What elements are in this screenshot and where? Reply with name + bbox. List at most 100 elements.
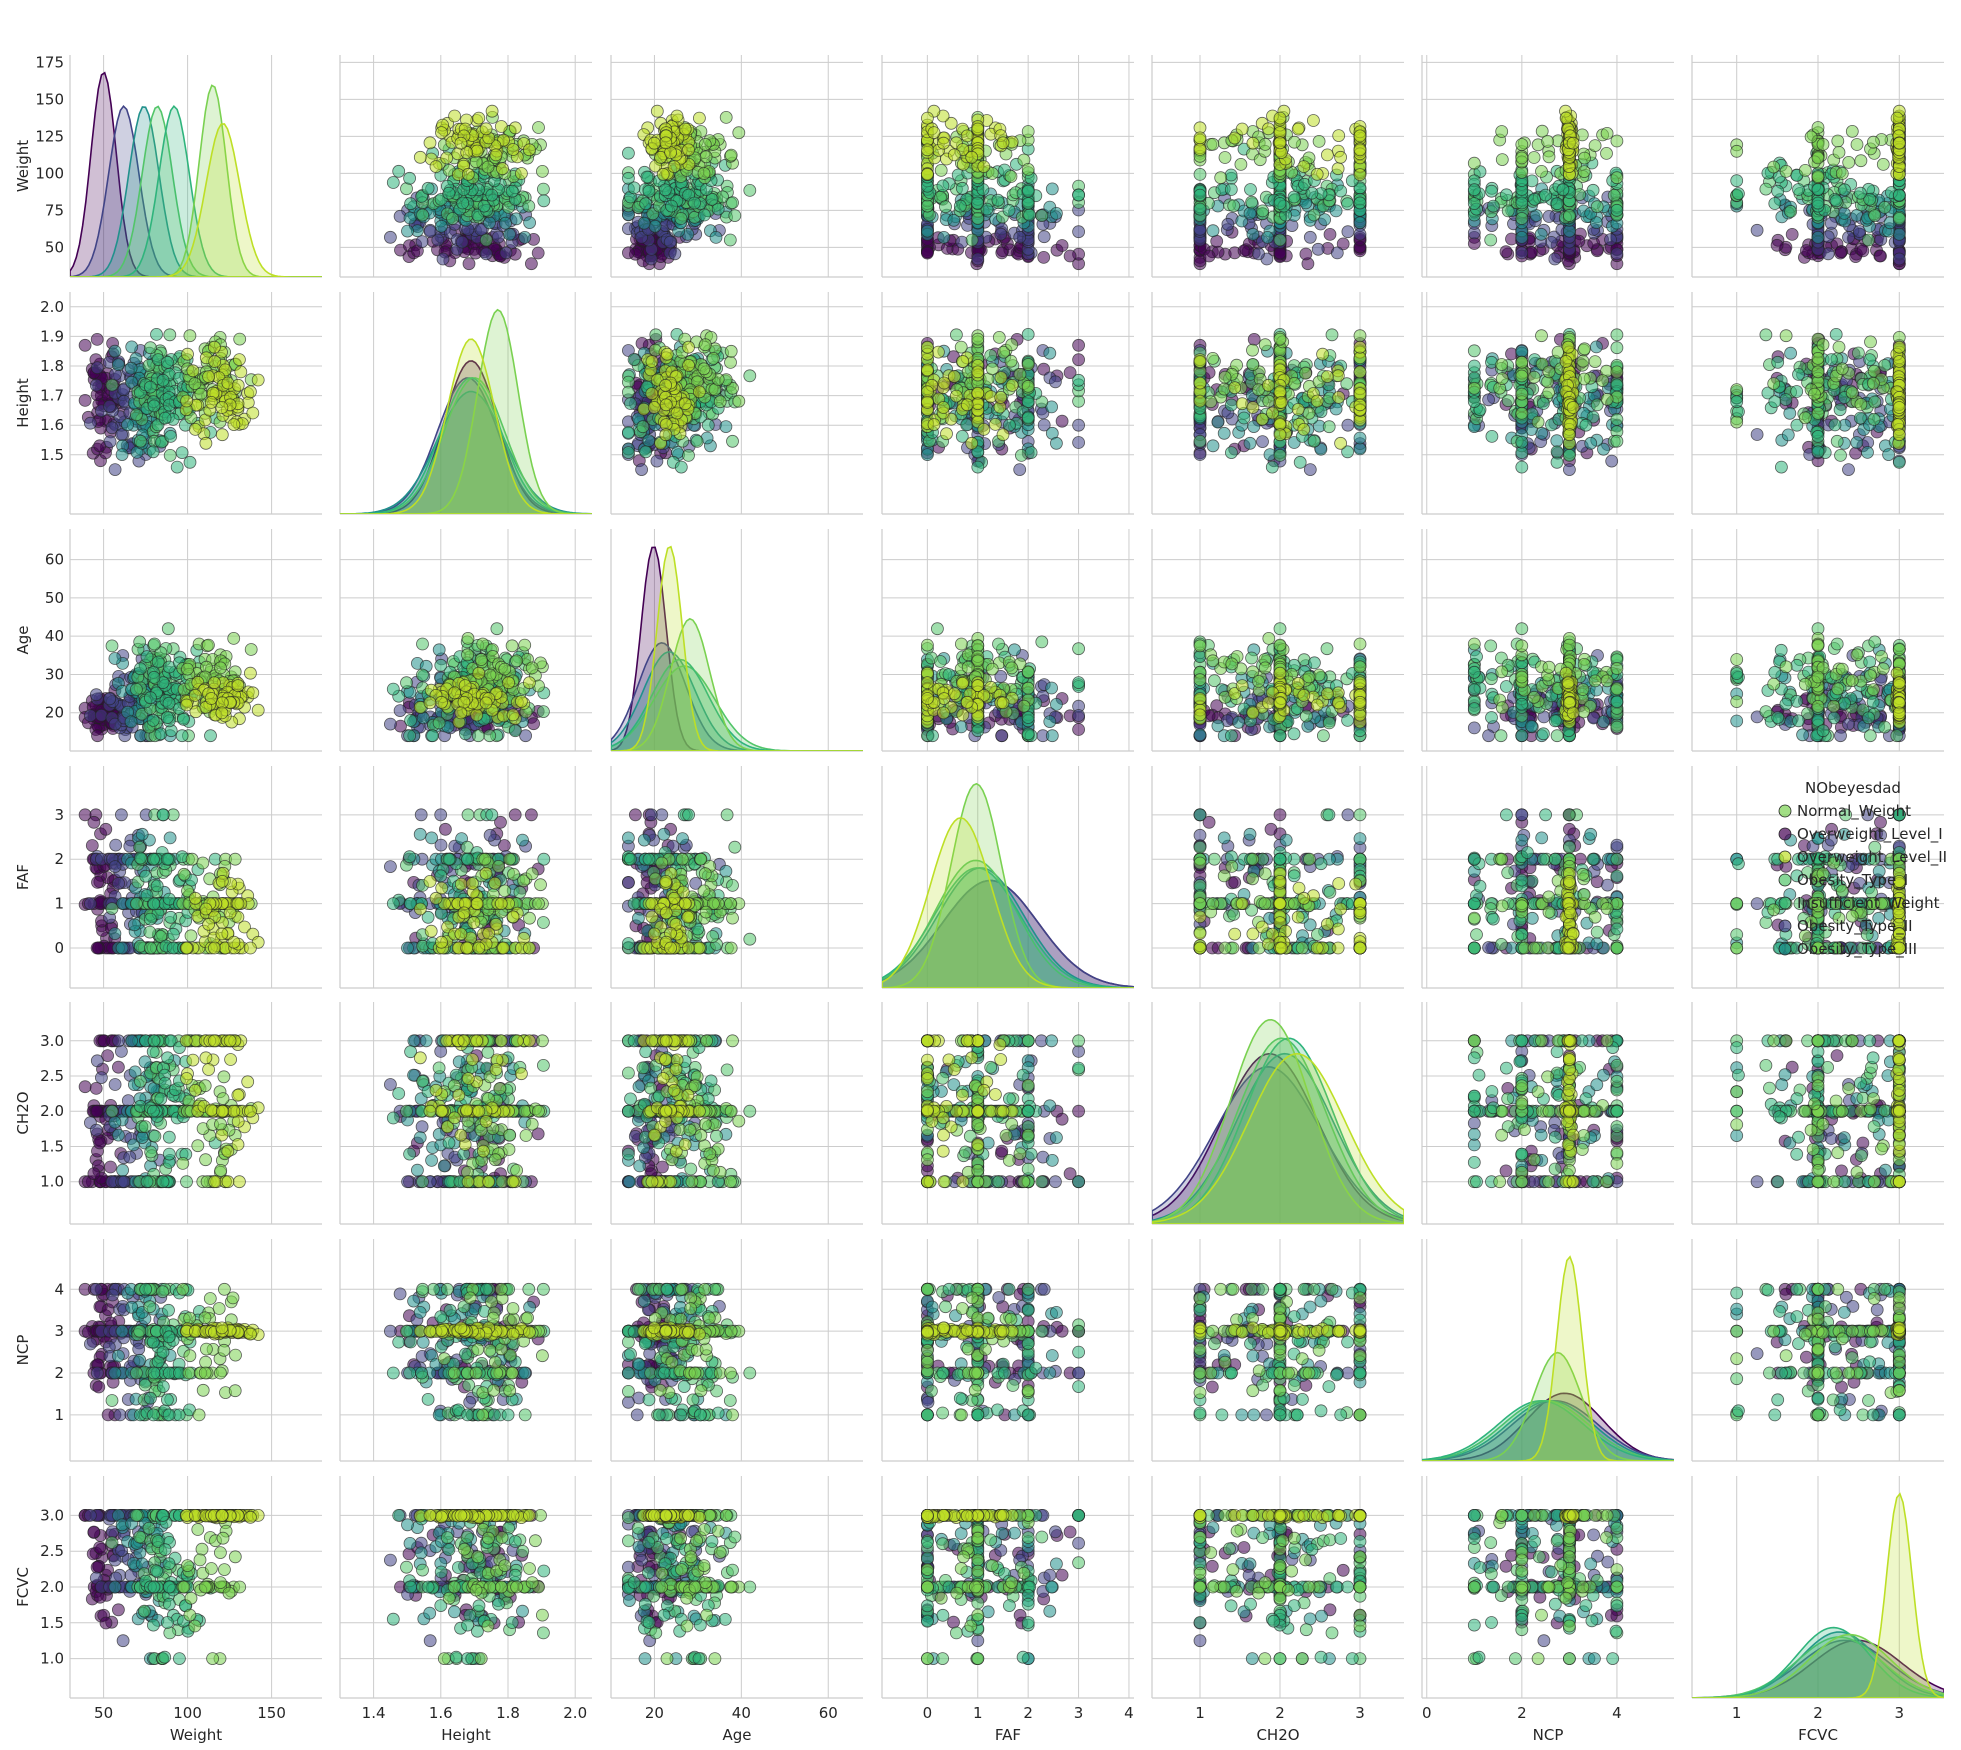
scatter-point bbox=[659, 398, 673, 412]
scatter-point bbox=[180, 394, 194, 408]
scatter-point bbox=[1566, 136, 1580, 150]
scatter-point bbox=[1610, 378, 1624, 392]
scatter-point bbox=[1013, 230, 1027, 244]
scatter-point bbox=[1576, 354, 1590, 368]
scatter-point bbox=[1485, 184, 1498, 198]
scatter-point bbox=[1193, 448, 1207, 461]
panel-content bbox=[383, 104, 551, 271]
scatter-point bbox=[1273, 332, 1287, 346]
scatter-point bbox=[423, 136, 437, 150]
scatter-point bbox=[660, 347, 674, 361]
scatter-point bbox=[181, 347, 194, 361]
scatter-point bbox=[665, 199, 678, 213]
scatter-point bbox=[1566, 401, 1580, 414]
scatter-point bbox=[477, 199, 491, 213]
scatter-point bbox=[1225, 446, 1238, 460]
scatter-point bbox=[645, 355, 659, 368]
scatter-point bbox=[1804, 130, 1818, 144]
scatter-point bbox=[227, 418, 241, 432]
scatter-point bbox=[1217, 426, 1231, 440]
scatter-point bbox=[1050, 206, 1063, 220]
scatter-point bbox=[175, 446, 189, 460]
scatter-point bbox=[1003, 418, 1016, 432]
scatter-point bbox=[499, 246, 513, 260]
scatter-point bbox=[1515, 138, 1529, 151]
scatter-point bbox=[649, 328, 663, 342]
scatter-point bbox=[1850, 436, 1864, 449]
scatter-point bbox=[1261, 230, 1274, 244]
scatter-point bbox=[682, 340, 695, 354]
scatter-point bbox=[1037, 250, 1051, 264]
scatter-point bbox=[1273, 385, 1287, 399]
scatter-point bbox=[481, 160, 495, 174]
panel-content bbox=[1193, 327, 1367, 477]
scatter-point bbox=[624, 397, 637, 410]
scatter-point bbox=[1515, 151, 1529, 165]
scatter-point bbox=[183, 455, 197, 469]
scatter-point bbox=[1482, 393, 1495, 407]
scatter-point bbox=[1515, 355, 1529, 369]
scatter-point bbox=[1024, 446, 1038, 460]
scatter-point bbox=[1610, 328, 1624, 342]
scatter-point bbox=[724, 148, 738, 162]
scatter-point bbox=[944, 116, 958, 130]
scatter-point bbox=[1218, 370, 1232, 384]
scatter-point bbox=[461, 167, 475, 181]
scatter-point bbox=[697, 167, 711, 180]
scatter-point bbox=[1005, 338, 1019, 352]
scatter-point bbox=[186, 364, 200, 378]
scatter-point bbox=[991, 193, 1005, 207]
scatter-point bbox=[1495, 125, 1509, 138]
scatter-point bbox=[1559, 111, 1573, 125]
scatter-point bbox=[183, 329, 197, 343]
scatter-point bbox=[668, 247, 682, 261]
scatter-point bbox=[1541, 134, 1554, 148]
scatter-point bbox=[650, 104, 664, 118]
scatter-point bbox=[456, 196, 470, 210]
scatter-point bbox=[215, 428, 229, 442]
panel-Height-vs-FCVC bbox=[1691, 292, 1944, 515]
scatter-point bbox=[1467, 183, 1481, 197]
scatter-point bbox=[1588, 139, 1602, 153]
scatter-point bbox=[472, 111, 486, 125]
scatter-point bbox=[536, 164, 549, 178]
scatter-point bbox=[1334, 150, 1347, 164]
scatter-point bbox=[1579, 418, 1593, 432]
scatter-point bbox=[1768, 197, 1782, 210]
scatter-point bbox=[1842, 463, 1855, 477]
scatter-point bbox=[1072, 436, 1085, 449]
scatter-point bbox=[1021, 197, 1035, 210]
scatter-point bbox=[921, 246, 934, 260]
scatter-point bbox=[678, 397, 692, 411]
scatter-point bbox=[1353, 387, 1367, 401]
scatter-point bbox=[1049, 375, 1062, 389]
scatter-point bbox=[1224, 398, 1238, 412]
scatter-point bbox=[78, 338, 92, 352]
scatter-point bbox=[1021, 184, 1035, 198]
scatter-point bbox=[674, 212, 688, 225]
scatter-point bbox=[1892, 252, 1906, 266]
scatter-point bbox=[985, 167, 999, 180]
scatter-point bbox=[650, 454, 664, 468]
scatter-point bbox=[1323, 227, 1337, 241]
panel-Weight-vs-NCP bbox=[1421, 55, 1674, 278]
scatter-point bbox=[469, 246, 483, 260]
scatter-point bbox=[1596, 374, 1609, 388]
panel-content bbox=[622, 327, 757, 477]
scatter-point bbox=[1193, 202, 1207, 216]
scatter-point bbox=[1467, 197, 1481, 210]
scatter-point bbox=[1023, 208, 1036, 222]
scatter-point bbox=[1835, 167, 1849, 180]
scatter-point bbox=[103, 399, 116, 413]
scatter-point bbox=[1340, 377, 1354, 391]
scatter-point bbox=[89, 378, 103, 392]
scatter-point bbox=[1193, 167, 1207, 181]
scatter-point bbox=[1831, 134, 1845, 148]
scatter-point bbox=[1021, 358, 1035, 371]
scatter-point bbox=[1273, 136, 1287, 150]
scatter-point bbox=[246, 406, 260, 420]
scatter-point bbox=[713, 395, 727, 409]
scatter-point bbox=[386, 176, 400, 189]
scatter-point bbox=[743, 369, 757, 383]
scatter-point bbox=[1218, 151, 1232, 164]
